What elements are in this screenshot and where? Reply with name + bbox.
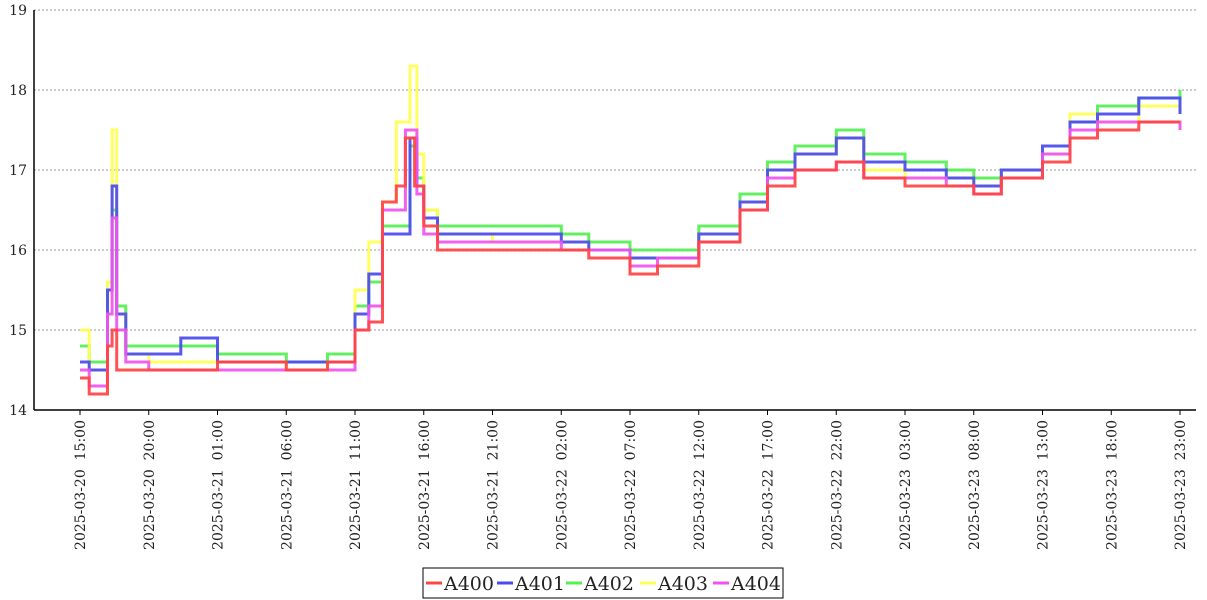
x-tick-label: 2025-03-22 02:00: [554, 420, 570, 550]
y-tick-label: 15: [9, 323, 27, 339]
legend: A400 A401 A402 A403 A404: [422, 567, 784, 599]
series-line-a403: [80, 64, 1182, 372]
x-tick-label: 2025-03-22 17:00: [761, 420, 777, 550]
x-tick-label: 2025-03-23 18:00: [1104, 420, 1120, 550]
x-tick-label: 2025-03-21 06:00: [279, 420, 295, 550]
legend-label-a402: A402: [583, 573, 634, 595]
x-tick-label: 2025-03-21 16:00: [417, 420, 433, 550]
x-tick-label: 2025-03-23 13:00: [1036, 420, 1052, 550]
x-tick-label: 2025-03-20 20:00: [142, 420, 158, 550]
x-tick-label: 2025-03-22 22:00: [829, 420, 845, 550]
x-tick-labels: 2025-03-20 15:00 2025-03-20 20:00 2025-03-…: [73, 410, 1189, 550]
x-tick-label: 2025-03-21 11:00: [348, 420, 364, 550]
x-tick-label: 2025-03-21 01:00: [211, 420, 227, 550]
y-tick-labels: 14 15 16 17 18 19: [9, 3, 27, 419]
y-tick-label: 19: [9, 3, 27, 19]
series-layer: [80, 64, 1182, 396]
series-line-a402: [80, 90, 1182, 364]
legend-label-a404: A404: [730, 573, 781, 595]
legend-label-a403: A403: [657, 573, 708, 595]
y-tick-label: 17: [9, 163, 27, 179]
legend-label-a401: A401: [514, 573, 565, 595]
series-line-a400: [80, 120, 1180, 396]
x-tick-label: 2025-03-23 23:00: [1173, 420, 1189, 550]
series-line-a404: [80, 120, 1182, 388]
y-tick-label: 18: [9, 83, 27, 99]
grid-lines: [34, 9, 1196, 331]
x-tick-label: 2025-03-23 03:00: [898, 420, 914, 550]
axes: [33, 10, 1196, 411]
x-tick-label: 2025-03-20 15:00: [73, 420, 89, 550]
x-tick-label: 2025-03-21 21:00: [486, 420, 502, 550]
x-tick-label: 2025-03-22 07:00: [623, 420, 639, 550]
x-tick-label: 2025-03-22 12:00: [692, 420, 708, 550]
series-line-a401: [80, 96, 1182, 372]
y-tick-label: 14: [9, 403, 27, 419]
y-tick-label: 16: [9, 243, 27, 259]
x-tick-label: 2025-03-23 08:00: [967, 420, 983, 550]
legend-label-a400: A400: [443, 573, 494, 595]
